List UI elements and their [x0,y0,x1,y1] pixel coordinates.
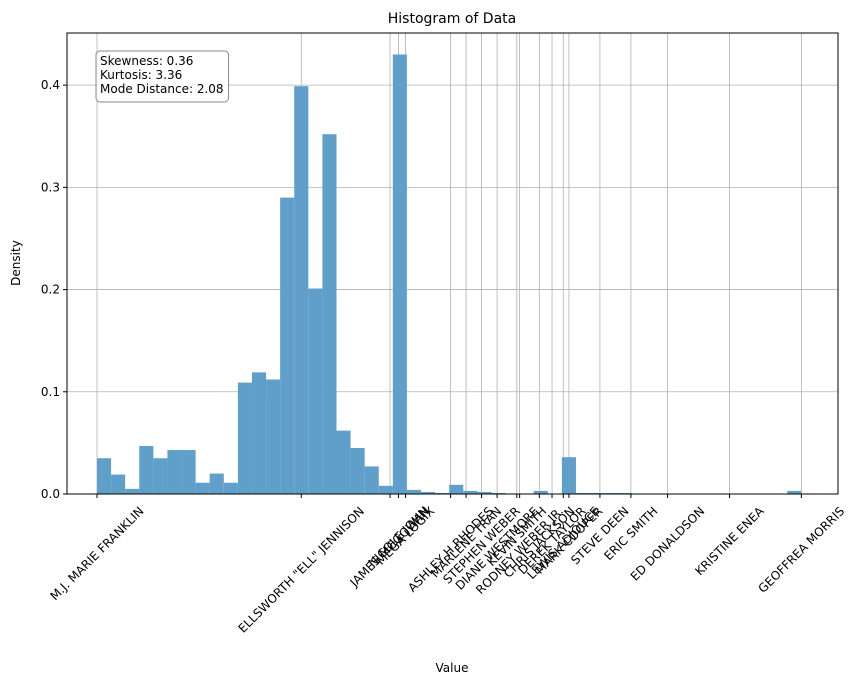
bar [111,475,125,494]
bar [280,198,294,494]
bar [393,54,407,494]
bar [97,458,111,494]
bar [308,289,322,494]
bar [351,448,365,494]
bars [97,54,801,494]
annotation-text: Kurtosis: 3.36 [100,68,182,82]
bar [139,446,153,494]
bar [379,486,393,494]
bar [167,450,181,494]
bar [153,458,167,494]
x-tick-label: MEGA LOGIX [374,504,438,568]
bar [562,457,576,494]
bar [322,134,336,494]
x-tick-label: M.J. MARIE FRANKLIN [47,504,146,603]
chart-title: Histogram of Data [388,11,516,27]
bar [125,489,139,494]
bar [294,86,308,494]
x-tick-label: GEOFFREA MORRIS [756,504,848,596]
x-axis-label: Value [436,661,469,675]
bar [365,466,379,494]
bar [407,490,421,494]
bar [252,372,266,494]
y-axis-label: Density [9,240,23,286]
y-tick-label: 0.3 [41,180,60,194]
bar [336,431,350,494]
y-tick-label: 0.1 [41,385,60,399]
bar [182,450,196,494]
bar [224,483,238,494]
bar [266,380,280,494]
y-tick-label: 0.2 [41,283,60,297]
y-tick-label: 0.0 [41,487,60,501]
bar [449,485,463,494]
annotation-text: Skewness: 0.36 [100,54,193,68]
annotation-text: Mode Distance: 2.08 [100,82,224,96]
bar [196,483,210,494]
bar [210,474,224,494]
y-tick-label: 0.4 [41,78,60,92]
x-tick-label: ELLSWORTH "ELL" JENNISON [236,504,368,636]
bar [238,383,252,494]
